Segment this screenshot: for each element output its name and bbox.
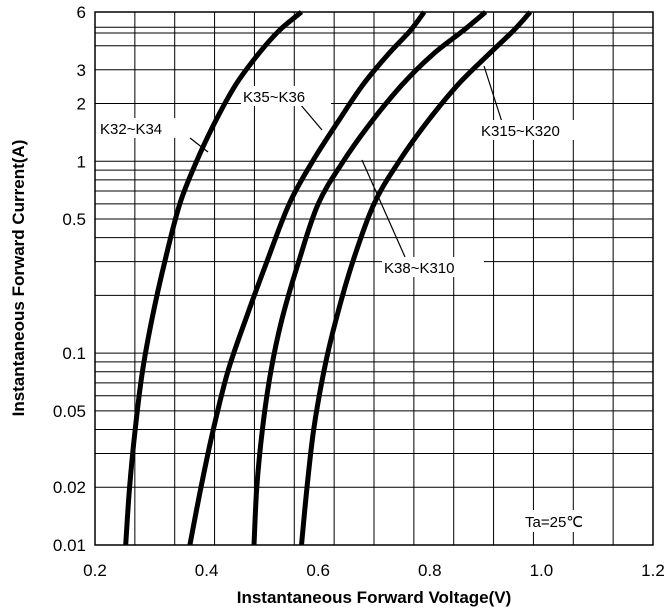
x-axis-title: Instantaneous Forward Voltage(V) — [237, 588, 512, 607]
series-label-k32: K32~K34 — [100, 121, 162, 138]
leader-line-2 — [299, 103, 323, 131]
y-tick-label: 6 — [77, 3, 86, 22]
grid — [95, 12, 653, 545]
x-tick-labels: 0.2 0.4 0.6 0.8 1.0 1.2 — [83, 561, 665, 580]
y-tick-label: 0.1 — [62, 344, 86, 363]
x-tick-label: 0.6 — [306, 561, 330, 580]
y-tick-label: 0.02 — [53, 478, 86, 497]
leader-line-3 — [361, 159, 406, 258]
x-tick-label: 0.4 — [195, 561, 219, 580]
plot-frame — [94, 11, 654, 546]
label-bg-k315 — [479, 120, 593, 140]
y-tick-label: 3 — [77, 61, 86, 80]
y-tick-label: 2 — [77, 95, 86, 114]
y-axis-title: Instantaneous Forward Current(A) — [9, 140, 28, 417]
x-tick-label: 0.8 — [418, 561, 442, 580]
label-bg-k32 — [98, 118, 190, 138]
y-tick-label: 1 — [77, 152, 86, 171]
y-tick-label: 0.5 — [62, 210, 86, 229]
temperature-annotation: Ta=25℃ — [525, 514, 583, 531]
annotation-bg — [522, 510, 596, 532]
x-tick-label: 1.2 — [641, 561, 665, 580]
label-bg-k35 — [241, 86, 331, 106]
series-label-k315: K315~K320 — [481, 123, 560, 140]
series-line-2 — [187, 10, 427, 546]
series-line-1 — [123, 10, 304, 546]
series-line-4 — [299, 10, 533, 546]
x-tick-label: 1.0 — [530, 561, 554, 580]
series-label-k38: K38~K310 — [384, 260, 454, 277]
y-tick-label: 0.01 — [53, 536, 86, 555]
series-label-k35: K35~K36 — [243, 89, 305, 106]
leader-line-1 — [189, 137, 209, 153]
leader-line-4 — [483, 65, 503, 123]
series-group — [123, 10, 533, 546]
label-bg-k38 — [382, 257, 484, 277]
y-tick-labels: 0.01 0.02 0.05 0.1 0.5 1 2 3 6 — [53, 3, 86, 555]
label-leaders — [189, 65, 503, 258]
x-tick-label: 0.2 — [83, 561, 107, 580]
series-line-3 — [251, 10, 488, 546]
y-tick-label: 0.05 — [53, 402, 86, 421]
